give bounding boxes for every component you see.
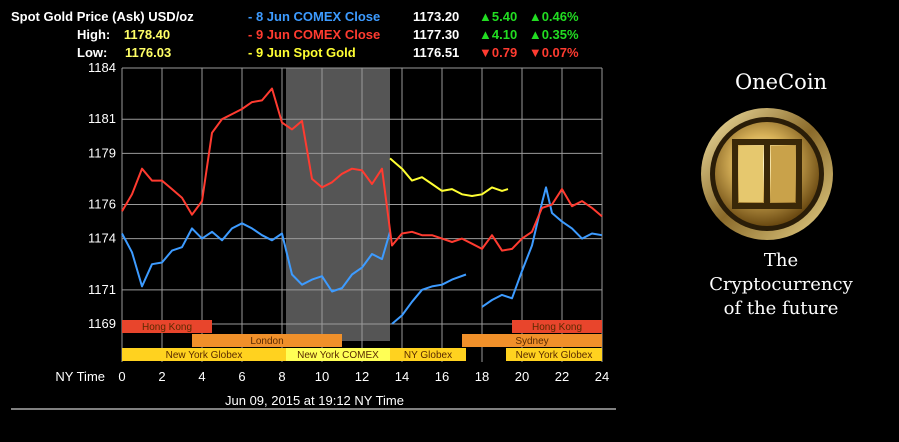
session-label: Sydney [515,336,548,347]
legend-name: 9 Jun COMEX Close [255,27,381,42]
x-tick-label: 20 [515,369,529,384]
session-label: NY Globex [404,350,452,361]
change-pct: 0.07% [541,45,579,60]
x-tick-label: 6 [238,369,245,384]
chart-title-text: Spot Gold Price (Ask) USD/oz [11,9,194,24]
low-label: Low: [77,45,108,60]
session-bar [122,320,212,333]
session-label: Hong Kong [532,322,582,333]
session-label: New York COMEX [297,350,379,361]
change-pct: 0.35% [541,27,579,42]
session-label: London [250,336,283,347]
legend-item-8jun-comex: - 8 Jun COMEX Close [248,9,380,24]
series-line [121,87,603,252]
change-value: 0.79 [491,45,518,60]
session-bar [192,334,342,347]
x-tick-label: 22 [555,369,569,384]
session-bar [462,334,602,347]
change-pct: 0.46% [541,9,579,24]
session-label: New York Globex [166,350,243,361]
onecoin-line2: Cryptocurrency [709,274,853,295]
series-line [121,222,391,293]
high-row: High: 1178.40 [77,27,170,42]
session-bar [390,348,466,361]
onecoin-coin-icon [701,108,833,240]
legend-dash: - [248,27,253,42]
legend-price-9jun: 1177.30 [413,27,460,42]
up-arrow-icon: ▲ [528,27,542,42]
y-tick-label: 1169 [88,316,116,331]
up-arrow-icon: ▲ [479,27,492,42]
timestamp: Jun 09, 2015 at 19:12 NY Time [225,393,404,408]
down-arrow-icon: ▼ [528,45,542,60]
x-tick-label: 10 [315,369,329,384]
y-tick-label: 1179 [88,145,116,160]
session-bar [122,348,286,361]
session-label: New York Globex [516,350,593,361]
y-tick-label: 1184 [88,60,116,75]
session-label: Hong Kong [142,322,192,333]
x-tick-label: 12 [355,369,369,384]
y-tick-label: 1171 [88,282,116,297]
change-value: 5.40 [491,9,518,24]
x-tick-label: 2 [158,369,165,384]
legend-item-9jun-spot: - 9 Jun Spot Gold [248,45,356,60]
x-tick-label: 24 [595,369,609,384]
low-value: 1176.03 [124,45,172,60]
session-bar [286,348,390,361]
series-line [481,186,603,308]
series-line [391,273,467,325]
x-tick-label: 14 [395,369,409,384]
y-tick-label: 1181 [88,111,116,126]
high-value: 1178.40 [123,27,171,42]
legend-change-8jun: ▲5.40 ▲0.46% [479,9,579,24]
up-arrow-icon: ▲ [528,9,542,24]
legend-item-9jun-comex: - 9 Jun COMEX Close [248,27,380,42]
onecoin-line3: of the future [723,298,839,319]
y-tick-label: 1176 [88,197,116,212]
change-value: 4.10 [491,27,518,42]
legend-change-9jun-spot: ▼0.79 ▼0.07% [479,45,579,60]
x-axis-label: NY Time [55,369,105,384]
legend-change-9jun: ▲4.10 ▲0.35% [479,27,579,42]
up-arrow-icon: ▲ [479,9,492,24]
onecoin-line1: The [763,250,799,271]
onecoin-title: OneCoin [734,70,828,94]
session-bar [512,320,602,333]
x-tick-label: 4 [198,369,205,384]
x-tick-label: 16 [435,369,449,384]
legend-dash: - [248,9,253,24]
legend-dash: - [248,45,253,60]
low-row: Low: 1176.03 [77,45,171,60]
high-label: High: [77,27,111,42]
legend-price-9jun-spot: 1176.51 [413,45,460,60]
x-tick-label: 18 [475,369,489,384]
onecoin-ad[interactable]: OneCoin The Cryptocurrency of the future [663,60,899,340]
chart-title: Spot Gold Price (Ask) USD/oz [11,9,194,24]
legend-name: 8 Jun COMEX Close [255,9,381,24]
legend-price-8jun: 1173.20 [413,9,460,24]
down-arrow-icon: ▼ [479,45,492,60]
session-bar [506,348,602,361]
x-tick-label: 0 [118,369,125,384]
y-tick-label: 1174 [88,231,116,246]
legend-name: 9 Jun Spot Gold [255,45,356,60]
series-line [389,157,509,197]
x-tick-label: 8 [278,369,285,384]
